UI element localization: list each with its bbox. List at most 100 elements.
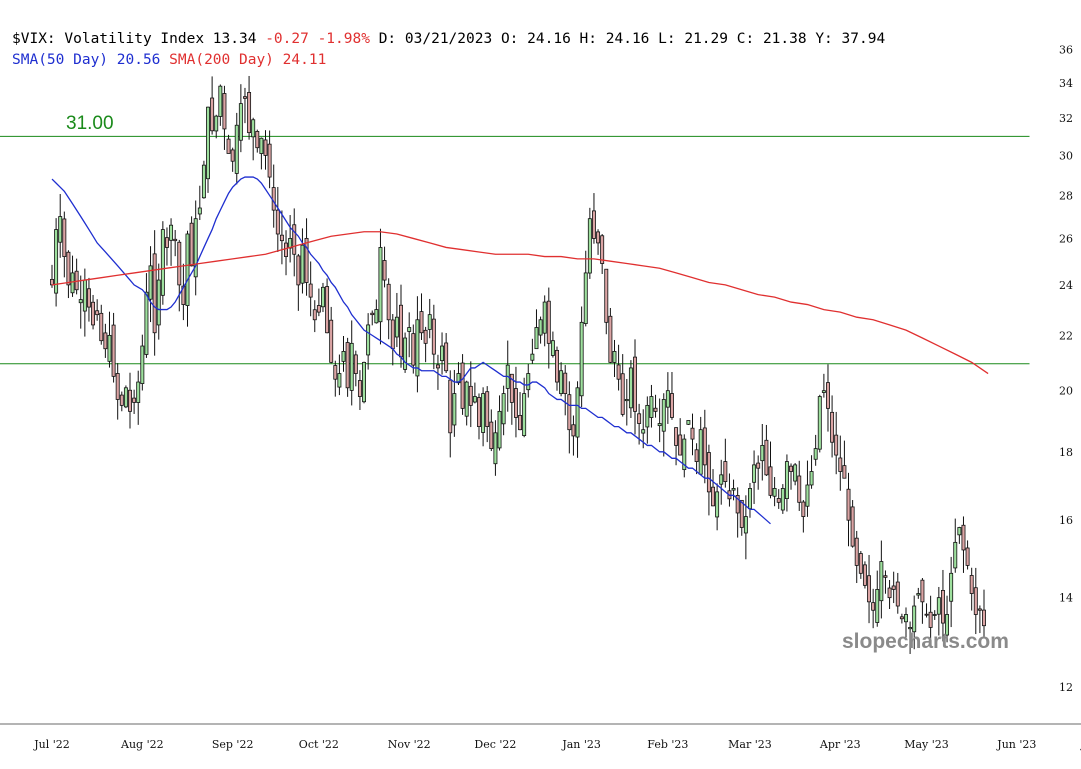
candle-body-down [756, 462, 761, 469]
candle [522, 377, 527, 438]
candle-body-down [316, 305, 321, 313]
candle-body-up [780, 488, 785, 511]
candle-body-up [341, 351, 346, 362]
candle-body-down [854, 537, 859, 566]
candle [440, 332, 445, 375]
candle-body-down [91, 301, 96, 326]
candle-body-down [152, 253, 157, 334]
candle [115, 363, 120, 420]
candle-body-up [657, 423, 662, 427]
candle [813, 434, 818, 466]
candle-body-down [723, 461, 728, 482]
candle [616, 344, 621, 391]
candle-body-up [813, 448, 818, 460]
candle-body-down [838, 457, 843, 472]
candle-body-up [78, 299, 83, 304]
candle-body-down [596, 231, 601, 244]
y-tick-label: 24 [1059, 279, 1073, 292]
candle [382, 246, 387, 288]
sma200-label: SMA(200 Day) [169, 52, 274, 68]
candle [82, 268, 87, 337]
open-value: 24.16 [527, 31, 571, 47]
candle [251, 117, 256, 161]
candle [353, 350, 358, 387]
candle-body-down [637, 413, 642, 424]
candle [842, 440, 847, 479]
candle [809, 455, 814, 489]
candle [415, 296, 420, 393]
candle-body-down [940, 589, 945, 624]
sma50-line [51, 176, 771, 525]
candle [99, 304, 104, 345]
candle [403, 332, 408, 373]
candle-body-down [99, 312, 104, 342]
candle-body-up [501, 393, 506, 425]
candle [542, 295, 547, 347]
candle [600, 234, 605, 274]
candle [838, 435, 843, 491]
price-candles [50, 75, 986, 654]
candle [222, 85, 227, 150]
candle-body-down [255, 131, 260, 149]
candle-body-up [743, 516, 748, 534]
candle-body-up [452, 393, 457, 426]
candle [760, 424, 765, 481]
candle [54, 218, 59, 307]
close-label: C: [736, 31, 755, 47]
candle-body-up [686, 420, 691, 425]
candle [74, 258, 79, 295]
candle-body-down [419, 311, 424, 334]
candle [501, 385, 506, 436]
candle-body-up [456, 373, 461, 384]
candle [645, 396, 650, 444]
candle [58, 194, 63, 258]
candle-body-up [908, 627, 913, 630]
candle-body-down [485, 391, 490, 427]
candle-body-down [226, 138, 231, 154]
candle [431, 304, 436, 370]
candle [513, 366, 518, 438]
candle [185, 230, 190, 327]
candle-body-up [144, 291, 149, 355]
candle [316, 288, 321, 317]
candle [284, 230, 288, 276]
candle-body-up [140, 345, 145, 384]
candle [468, 361, 473, 428]
candle [776, 489, 781, 509]
candle-body-down [222, 93, 227, 130]
x-tick-label: Dec '22 [474, 738, 516, 751]
candle [846, 472, 851, 547]
candle-body-up [366, 324, 371, 356]
candle [485, 386, 490, 443]
candle [95, 299, 100, 321]
candle-body-up [587, 218, 592, 274]
candle-body-up [559, 370, 564, 395]
candle-body-down [308, 283, 313, 298]
candle-body-up [472, 396, 477, 403]
candle-body-up [579, 321, 584, 397]
candle-body-up [193, 218, 198, 278]
candle-body-down [834, 434, 839, 456]
candle-body-down [842, 465, 847, 479]
candle-body-down [768, 466, 773, 496]
candle [152, 230, 157, 356]
candle-body-up [932, 614, 937, 616]
candle [583, 250, 588, 327]
candle-body-up [538, 319, 543, 336]
candle [259, 137, 264, 170]
candle [374, 299, 379, 324]
candle [477, 393, 481, 440]
candle-body-down [653, 407, 658, 412]
candle [797, 460, 802, 511]
candle [165, 227, 169, 266]
candle [756, 455, 761, 490]
x-tick-label: Feb '23 [647, 738, 688, 751]
candle [526, 363, 531, 398]
candle [247, 75, 252, 140]
candle [399, 284, 403, 368]
candle [834, 411, 839, 475]
candle-body-down [66, 251, 71, 286]
candle [908, 621, 913, 654]
candle [801, 499, 806, 533]
